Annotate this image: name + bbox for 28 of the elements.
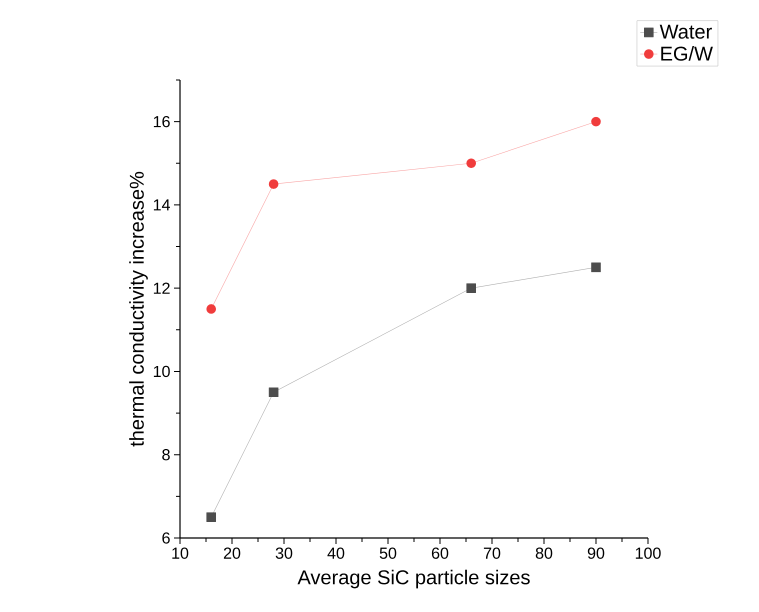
x-tick-label: 10 xyxy=(172,548,188,559)
x-tick-label: 80 xyxy=(536,548,552,559)
y-tick-label: 8 xyxy=(162,449,170,460)
x-tick-label: 90 xyxy=(588,548,604,559)
legend-label: EG/W xyxy=(661,46,713,61)
point xyxy=(206,512,216,522)
x-tick-label: 60 xyxy=(432,548,448,559)
x-tick-label: 20 xyxy=(224,548,240,559)
point xyxy=(268,179,278,189)
x-tick-label: 40 xyxy=(327,548,344,559)
point xyxy=(591,262,601,272)
y-axis-title: thermal conductivity increase% xyxy=(129,172,148,447)
x-tick-label: 100 xyxy=(636,548,661,559)
point xyxy=(466,283,476,293)
y-tick-label: 16 xyxy=(154,116,170,128)
legend-label: Water xyxy=(660,24,712,39)
y-tick-label: 14 xyxy=(154,199,170,210)
y-tick-label: 10 xyxy=(154,366,170,378)
point xyxy=(591,116,601,126)
x-axis-title: Average SiC particle sizes xyxy=(298,570,530,588)
y-tick-label: 12 xyxy=(154,282,170,294)
point xyxy=(206,304,216,314)
y-tick-label: 6 xyxy=(162,532,170,544)
point xyxy=(466,158,476,168)
x-tick-label: 30 xyxy=(276,548,292,559)
x-tick-label: 50 xyxy=(380,548,396,559)
point xyxy=(268,387,278,398)
x-tick-label: 70 xyxy=(484,548,500,559)
